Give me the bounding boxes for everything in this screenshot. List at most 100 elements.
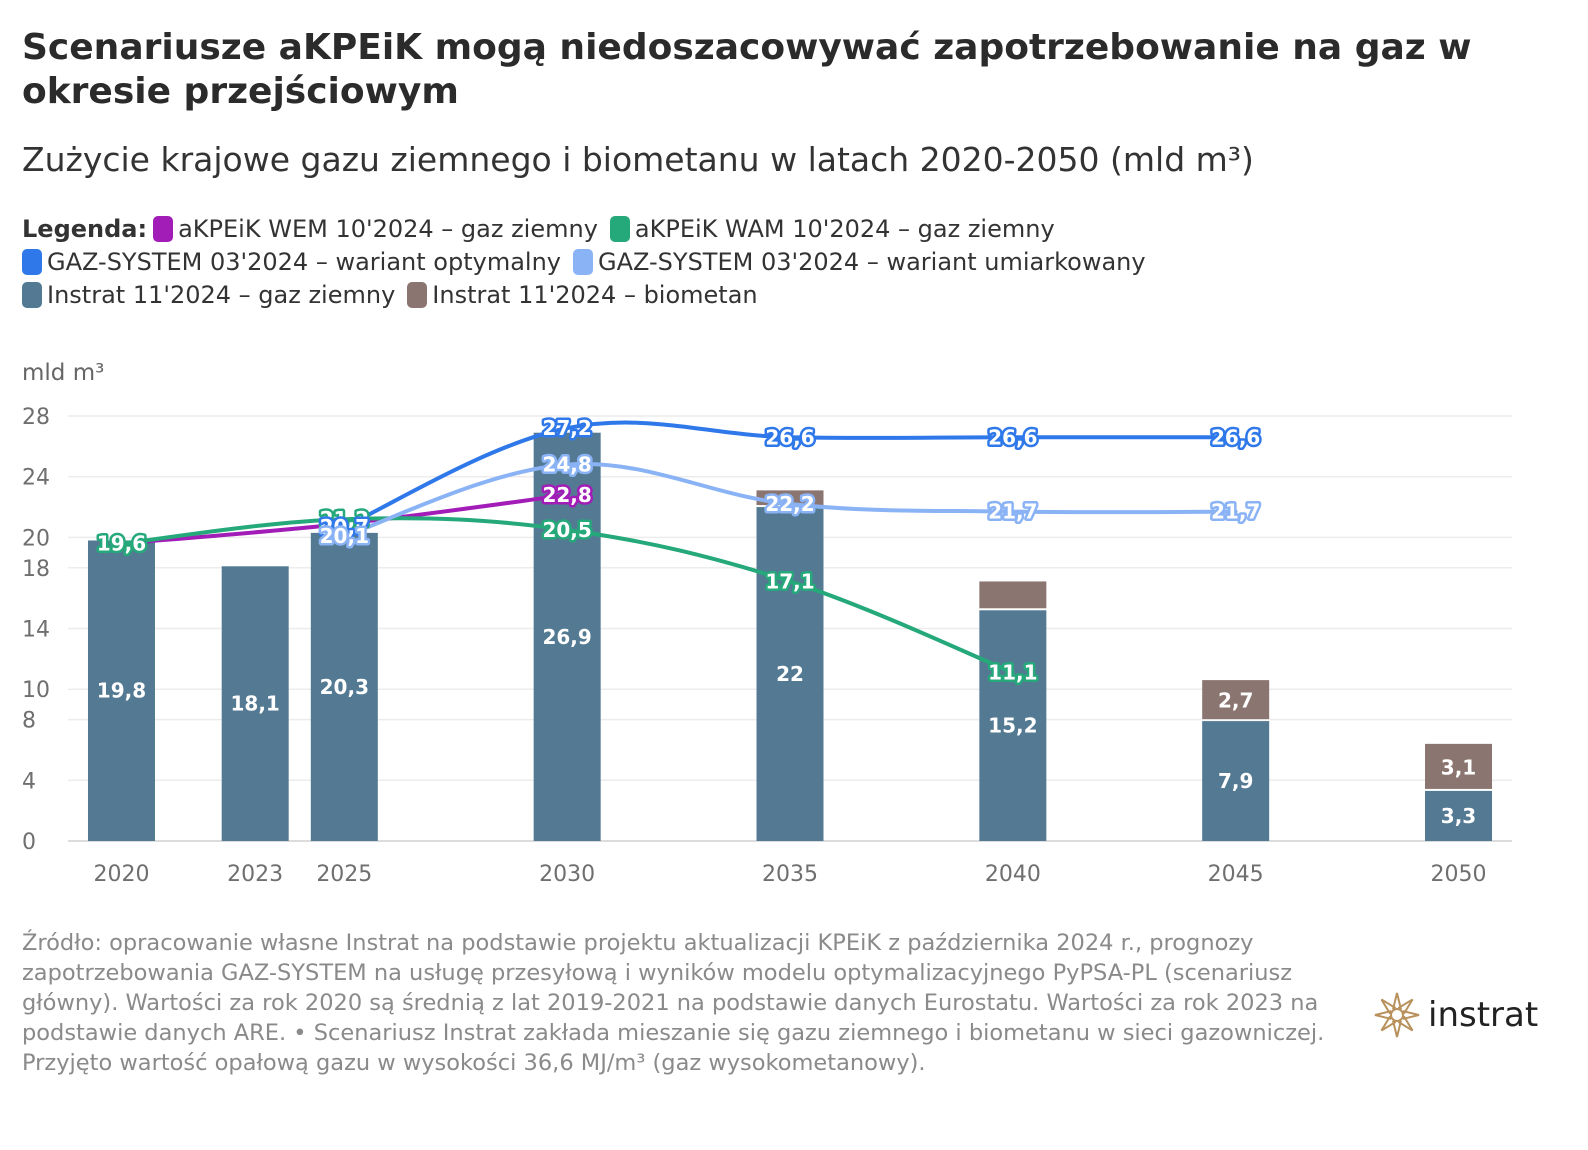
line-label-gazsystem-optymalny-2025: 20,7 bbox=[320, 515, 369, 539]
line-label-akpeik-wam-2025: 21,2 bbox=[320, 507, 369, 531]
legend-label-instrat-gaz: Instrat 11'2024 – gaz ziemny bbox=[47, 280, 396, 309]
chart-title: Scenariusze aKPEiK mogą niedoszacowywać … bbox=[22, 27, 1472, 112]
bar-label-gaz-2025: 20,3 bbox=[320, 675, 369, 699]
bar-label-gaz-2045: 7,9 bbox=[1218, 769, 1253, 793]
instrat-logo: instrat bbox=[1372, 990, 1538, 1040]
bar-gaz-2020 bbox=[87, 540, 155, 841]
data-labels: 19,8 18,1 20,3 26,9 22 15,2 7,9 3,3 2,7 3,1 22,8 19… bbox=[94, 414, 1476, 828]
legend-swatch-instrat-biometan bbox=[407, 281, 428, 308]
x-tick-label-2040: 2040 bbox=[985, 862, 1041, 887]
compass-ray bbox=[1392, 992, 1402, 1010]
compass-ray bbox=[1397, 998, 1414, 1015]
line-akpeik-wem bbox=[119, 492, 570, 546]
line-label-gazsystem-umiarkowany-2045: 21,7 bbox=[1211, 500, 1260, 524]
bar-label-gaz-2035: 22 bbox=[776, 662, 804, 686]
line-label-akpeik-wem-2030: 22,8 bbox=[542, 483, 591, 507]
chart-plot: 19,8 18,1 20,3 26,9 22 15,2 7,9 3,3 2,7 3,1 22,8 19… bbox=[22, 405, 1512, 887]
y-tick-label-28: 28 bbox=[22, 405, 50, 430]
bar-label-gaz-2023: 18,1 bbox=[231, 692, 280, 716]
legend: Legenda: aKPEiK WEM 10'2024 – gaz ziemny… bbox=[22, 212, 1158, 311]
bar-label-gaz-2020: 19,8 bbox=[97, 679, 146, 703]
bar-label-gaz-2040: 15,2 bbox=[988, 714, 1037, 738]
series-lines bbox=[119, 420, 1238, 675]
y-tick-label-20: 20 bbox=[22, 526, 50, 551]
legend-label-gazsystem-optymalny: GAZ-SYSTEM 03'2024 – wariant optymalny bbox=[47, 247, 561, 276]
y-tick-label-4: 4 bbox=[22, 769, 36, 794]
x-tick-label-2050: 2050 bbox=[1431, 862, 1487, 887]
x-tick-label-2045: 2045 bbox=[1208, 862, 1264, 887]
compass-rose-icon bbox=[1374, 992, 1420, 1038]
compass-ray bbox=[1397, 1015, 1414, 1032]
source-note: Źródło: opracowanie własne Instrat na po… bbox=[22, 930, 1325, 1076]
y-tick-label-24: 24 bbox=[22, 466, 50, 491]
legend-row-2: GAZ-SYSTEM 03'2024 – wariant optymalny G… bbox=[22, 245, 1158, 278]
bar-gaz-2050 bbox=[1425, 790, 1493, 841]
compass-ray bbox=[1374, 1010, 1392, 1020]
compass-ray bbox=[1392, 1020, 1402, 1038]
x-tick-label-2035: 2035 bbox=[762, 862, 818, 887]
line-label-akpeik-wam-2030: 20,5 bbox=[542, 518, 591, 542]
bars bbox=[87, 432, 1493, 841]
y-axis-unit-label: mld m³ bbox=[22, 360, 105, 386]
legend-item-gazsystem-optymalny: GAZ-SYSTEM 03'2024 – wariant optymalny bbox=[22, 248, 561, 276]
line-label-akpeik-wam-2040: 11,1 bbox=[988, 661, 1037, 685]
compass-center bbox=[1390, 1008, 1404, 1022]
legend-item-gazsystem-umiarkowany: GAZ-SYSTEM 03'2024 – wariant umiarkowany bbox=[572, 247, 1146, 276]
line-label-akpeik-wam-2020: 19,6 bbox=[97, 532, 146, 556]
legend-row-1: Legenda: aKPEiK WEM 10'2024 – gaz ziemny… bbox=[22, 212, 1158, 245]
legend-swatch-instrat-gaz bbox=[22, 281, 42, 308]
line-label-gazsystem-optymalny-2035: 26,6 bbox=[765, 425, 814, 449]
legend-label-akpeik-wem: aKPEiK WEM 10'2024 – gaz ziemny bbox=[178, 214, 598, 243]
legend-item-instrat-gaz: Instrat 11'2024 – gaz ziemny bbox=[22, 281, 395, 309]
bar-label-biometan-2045: 2,7 bbox=[1218, 689, 1253, 713]
legend-swatch-gazsystem-umiarkowany bbox=[572, 248, 593, 275]
legend-swatch-akpeik-wam bbox=[609, 215, 630, 242]
legend-label-akpeik-wam: aKPEiK WAM 10'2024 – gaz ziemny bbox=[634, 214, 1055, 243]
x-tick-label-2025: 2025 bbox=[316, 862, 372, 887]
axes: 0 4 8 10 14 18 20 24 28 2020 2023 2025 2030 2035 2040 2… bbox=[22, 405, 1487, 887]
line-label-gazsystem-umiarkowany-2035: 22,2 bbox=[765, 492, 814, 516]
bar-gaz-2025 bbox=[310, 532, 378, 841]
legend-label-instrat-biometan: Instrat 11'2024 – biometan bbox=[432, 280, 758, 309]
compass-ray bbox=[1402, 1010, 1420, 1020]
legend-item-akpeik-wem: aKPEiK WEM 10'2024 – gaz ziemny bbox=[153, 215, 598, 243]
line-label-gazsystem-umiarkowany-2030: 24,8 bbox=[542, 453, 591, 477]
y-tick-label-14: 14 bbox=[22, 618, 50, 643]
x-tick-label-2023: 2023 bbox=[227, 862, 283, 887]
line-label-gazsystem-umiarkowany-2040: 21,7 bbox=[988, 500, 1037, 524]
bar-gaz-2030 bbox=[533, 432, 601, 841]
legend-swatch-gazsystem-optymalny bbox=[22, 248, 42, 275]
line-label-akpeik-wam-2035: 17,1 bbox=[765, 569, 814, 593]
y-tick-label-18: 18 bbox=[22, 557, 50, 582]
legend-item-akpeik-wam: aKPEiK WAM 10'2024 – gaz ziemny bbox=[609, 214, 1055, 243]
bar-biometan-2040 bbox=[979, 581, 1047, 609]
bar-biometan-2050 bbox=[1425, 743, 1493, 789]
line-label-gazsystem-optymalny-2040: 26,6 bbox=[988, 425, 1037, 449]
compass-ray bbox=[1380, 1015, 1397, 1032]
bar-biometan-2045 bbox=[1202, 680, 1270, 720]
compass-ray bbox=[1380, 998, 1397, 1015]
legend-title: Legenda: bbox=[22, 214, 148, 243]
legend-label-gazsystem-umiarkowany: GAZ-SYSTEM 03'2024 – wariant umiarkowany bbox=[597, 247, 1146, 276]
line-label-gazsystem-optymalny-2045: 26,6 bbox=[1211, 425, 1260, 449]
line-gazsystem-umiarkowany bbox=[342, 461, 1238, 538]
line-label-gazsystem-optymalny-2030: 27,2 bbox=[542, 416, 591, 440]
line-akpeik-wam bbox=[119, 516, 1015, 675]
x-tick-label-2030: 2030 bbox=[539, 862, 595, 887]
y-tick-label-10: 10 bbox=[22, 678, 50, 703]
bar-gaz-2023 bbox=[221, 566, 289, 841]
bar-label-gaz-2050: 3,3 bbox=[1441, 804, 1476, 828]
bar-label-gaz-2030: 26,9 bbox=[542, 625, 591, 649]
logo-text: instrat bbox=[1428, 995, 1539, 1035]
legend-item-instrat-biometan: Instrat 11'2024 – biometan bbox=[407, 280, 758, 309]
bar-label-biometan-2050: 3,1 bbox=[1441, 755, 1476, 779]
line-label-gazsystem-umiarkowany-2025: 20,1 bbox=[320, 524, 369, 548]
bar-gaz-2045 bbox=[1202, 721, 1270, 841]
y-tick-label-8: 8 bbox=[22, 709, 36, 734]
line-gazsystem-optymalny bbox=[342, 420, 1238, 529]
chart-subtitle: Zużycie krajowe gazu ziemnego i biometan… bbox=[22, 140, 1254, 179]
bar-gaz-2040 bbox=[979, 610, 1047, 841]
y-tick-label-0: 0 bbox=[22, 830, 36, 855]
legend-row-3: Instrat 11'2024 – gaz ziemny Instrat 11'… bbox=[22, 278, 1158, 311]
bar-gaz-2035 bbox=[756, 507, 824, 841]
